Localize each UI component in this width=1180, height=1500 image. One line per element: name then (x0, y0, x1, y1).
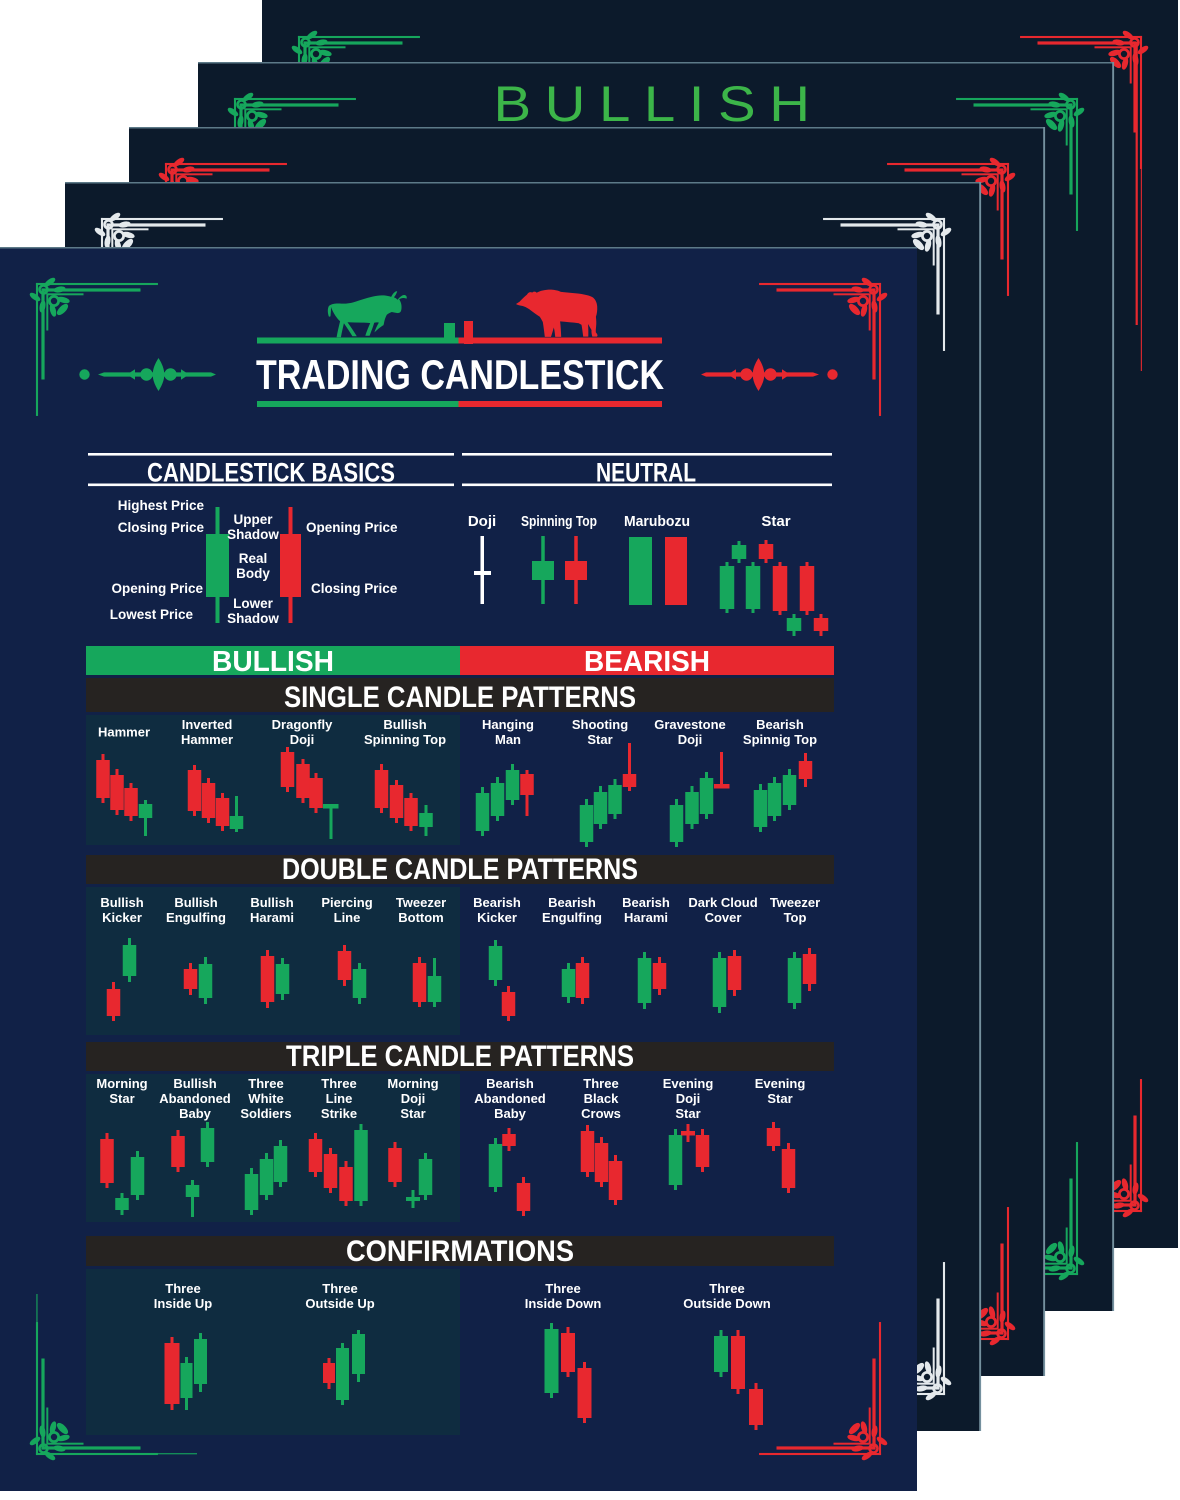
svg-text:BULLISH: BULLISH (494, 76, 824, 132)
svg-text:Cover: Cover (705, 910, 742, 925)
svg-text:Shadow: Shadow (227, 527, 279, 542)
svg-text:Hanging: Hanging (482, 717, 534, 732)
svg-text:Bullish: Bullish (100, 895, 143, 910)
svg-text:TRADING CANDLESTICK: TRADING CANDLESTICK (256, 351, 664, 398)
svg-text:Doji: Doji (468, 513, 496, 530)
svg-text:Bearish: Bearish (756, 717, 804, 732)
svg-text:Evening: Evening (755, 1076, 806, 1091)
svg-text:Bullish: Bullish (173, 1076, 216, 1091)
svg-text:Kicker: Kicker (477, 910, 517, 925)
svg-text:Harami: Harami (624, 910, 668, 925)
svg-text:Lowest Price: Lowest Price (110, 607, 194, 622)
svg-text:Star: Star (109, 1091, 134, 1106)
svg-text:Bearish: Bearish (486, 1076, 534, 1091)
svg-text:Three: Three (321, 1076, 356, 1091)
svg-text:Dark Cloud: Dark Cloud (688, 895, 757, 910)
svg-text:Strike: Strike (321, 1106, 357, 1121)
svg-text:Bearish: Bearish (473, 895, 521, 910)
svg-text:Doji: Doji (290, 732, 315, 747)
svg-text:Evening: Evening (663, 1076, 714, 1091)
svg-text:Bottom: Bottom (398, 910, 444, 925)
svg-text:Outside Down: Outside Down (683, 1296, 770, 1311)
svg-text:Engulfing: Engulfing (166, 910, 226, 925)
svg-text:Three: Three (545, 1281, 580, 1296)
svg-text:SINGLE CANDLE PATTERNS: SINGLE CANDLE PATTERNS (284, 681, 636, 714)
svg-text:Star: Star (767, 1091, 792, 1106)
svg-text:Line: Line (334, 910, 361, 925)
svg-text:Star: Star (400, 1106, 425, 1121)
svg-text:Black: Black (584, 1091, 619, 1106)
svg-text:Abandoned: Abandoned (474, 1091, 546, 1106)
svg-text:Inverted: Inverted (182, 717, 233, 732)
svg-text:Baby: Baby (494, 1106, 527, 1121)
svg-text:Three: Three (165, 1281, 200, 1296)
svg-text:Spinning Top: Spinning Top (364, 732, 446, 747)
svg-text:Doji: Doji (401, 1091, 426, 1106)
svg-text:Closing Price: Closing Price (311, 581, 398, 596)
svg-text:Inside Down: Inside Down (525, 1296, 602, 1311)
svg-text:CONFIRMATIONS: CONFIRMATIONS (346, 1235, 574, 1268)
svg-text:Man: Man (495, 732, 521, 747)
svg-text:Tweezer: Tweezer (770, 895, 820, 910)
svg-text:Shadow: Shadow (227, 611, 279, 626)
svg-text:Dragonfly: Dragonfly (272, 717, 333, 732)
svg-text:Body: Body (236, 566, 270, 581)
svg-text:Soldiers: Soldiers (240, 1106, 291, 1121)
svg-text:Inside Up: Inside Up (154, 1296, 213, 1311)
svg-text:Opening Price: Opening Price (111, 581, 203, 596)
svg-text:Morning: Morning (387, 1076, 438, 1091)
svg-text:Upper: Upper (233, 512, 273, 527)
svg-text:Bearish: Bearish (622, 895, 670, 910)
svg-text:Star: Star (761, 513, 790, 530)
svg-text:Highest Price: Highest Price (118, 498, 205, 513)
svg-text:Lower: Lower (233, 596, 274, 611)
svg-text:NEUTRAL: NEUTRAL (596, 458, 696, 488)
svg-text:Outside Up: Outside Up (305, 1296, 374, 1311)
svg-text:Three: Three (248, 1076, 283, 1091)
svg-text:Star: Star (675, 1106, 700, 1121)
svg-text:Spinnig Top: Spinnig Top (743, 732, 817, 747)
svg-text:Hammer: Hammer (98, 725, 150, 740)
svg-text:CANDLESTICK BASICS: CANDLESTICK BASICS (147, 458, 395, 488)
svg-text:Piercing: Piercing (321, 895, 372, 910)
svg-text:Bullish: Bullish (383, 717, 426, 732)
svg-text:Three: Three (322, 1281, 357, 1296)
svg-text:Doji: Doji (678, 732, 703, 747)
svg-text:BULLISH: BULLISH (212, 646, 334, 678)
svg-text:BEARISH: BEARISH (584, 646, 710, 678)
svg-text:Three: Three (709, 1281, 744, 1296)
svg-text:Tweezer: Tweezer (396, 895, 446, 910)
svg-text:Harami: Harami (250, 910, 294, 925)
svg-text:Three: Three (583, 1076, 618, 1091)
svg-text:Hammer: Hammer (181, 732, 233, 747)
svg-text:Abandoned: Abandoned (159, 1091, 231, 1106)
svg-text:Morning: Morning (96, 1076, 147, 1091)
svg-text:Shooting: Shooting (572, 717, 628, 732)
svg-text:Opening Price: Opening Price (306, 520, 398, 535)
svg-text:Bearish: Bearish (548, 895, 596, 910)
svg-text:Marubozu: Marubozu (624, 513, 690, 530)
svg-text:DOUBLE CANDLE PATTERNS: DOUBLE CANDLE PATTERNS (282, 853, 638, 886)
svg-text:Gravestone: Gravestone (654, 717, 726, 732)
svg-text:Star: Star (587, 732, 612, 747)
svg-text:Kicker: Kicker (102, 910, 142, 925)
svg-text:Bullish: Bullish (174, 895, 217, 910)
svg-text:Closing Price: Closing Price (118, 520, 205, 535)
svg-text:Line: Line (326, 1091, 353, 1106)
svg-text:TRIPLE CANDLE PATTERNS: TRIPLE CANDLE PATTERNS (286, 1040, 634, 1073)
svg-text:Top: Top (784, 910, 807, 925)
svg-text:Bullish: Bullish (250, 895, 293, 910)
svg-text:Spinning Top: Spinning Top (521, 513, 597, 530)
svg-text:Engulfing: Engulfing (542, 910, 602, 925)
svg-text:Real: Real (239, 551, 268, 566)
svg-text:White: White (248, 1091, 283, 1106)
svg-text:Doji: Doji (676, 1091, 701, 1106)
svg-text:Crows: Crows (581, 1106, 621, 1121)
svg-text:Baby: Baby (179, 1106, 212, 1121)
